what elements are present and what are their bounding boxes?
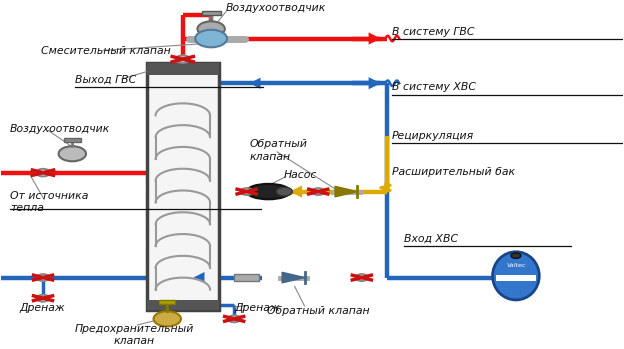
Circle shape — [228, 315, 240, 322]
Text: Valtec: Valtec — [506, 263, 525, 268]
Text: Дренаж: Дренаж — [19, 303, 65, 313]
Polygon shape — [335, 186, 358, 197]
Bar — [234, 274, 259, 281]
Circle shape — [154, 311, 181, 326]
Circle shape — [37, 274, 49, 281]
Bar — [147, 62, 218, 310]
Text: Предохранительный
клапан: Предохранительный клапан — [75, 324, 194, 346]
Circle shape — [356, 274, 368, 281]
Bar — [147, 62, 218, 75]
Bar — [495, 275, 536, 281]
Text: Выход ГВС: Выход ГВС — [76, 75, 137, 85]
Text: Насос: Насос — [284, 170, 318, 180]
Text: Воздухоотводчик: Воздухоотводчик — [226, 2, 326, 13]
Polygon shape — [282, 272, 305, 283]
Bar — [64, 138, 80, 142]
Circle shape — [276, 187, 292, 196]
Circle shape — [240, 188, 253, 195]
Text: Смесительный клапан: Смесительный клапан — [41, 46, 171, 55]
Circle shape — [36, 169, 50, 177]
Ellipse shape — [246, 184, 290, 199]
Text: Воздухоотводчик: Воздухоотводчик — [10, 124, 110, 134]
Bar — [159, 300, 175, 304]
Text: В систему ХВС: В систему ХВС — [392, 82, 475, 92]
Bar — [202, 11, 221, 15]
Circle shape — [59, 146, 86, 161]
Text: Обратный клапан: Обратный клапан — [267, 306, 370, 316]
Circle shape — [195, 30, 227, 47]
Circle shape — [312, 188, 324, 195]
Bar — [147, 300, 218, 310]
Text: В систему ГВС: В систему ГВС — [392, 27, 474, 37]
Text: От источника
тепла: От источника тепла — [10, 191, 89, 213]
Circle shape — [511, 253, 521, 258]
Text: Расширительный бак: Расширительный бак — [392, 167, 515, 177]
Text: Дренаж: Дренаж — [234, 303, 280, 313]
Text: Рециркуляция: Рециркуляция — [392, 131, 474, 141]
Circle shape — [176, 55, 190, 63]
Text: Вход ХВС: Вход ХВС — [404, 234, 458, 244]
Ellipse shape — [492, 252, 539, 300]
Text: Обратный
клапан: Обратный клапан — [250, 139, 308, 162]
Circle shape — [37, 295, 49, 302]
Circle shape — [197, 21, 225, 36]
